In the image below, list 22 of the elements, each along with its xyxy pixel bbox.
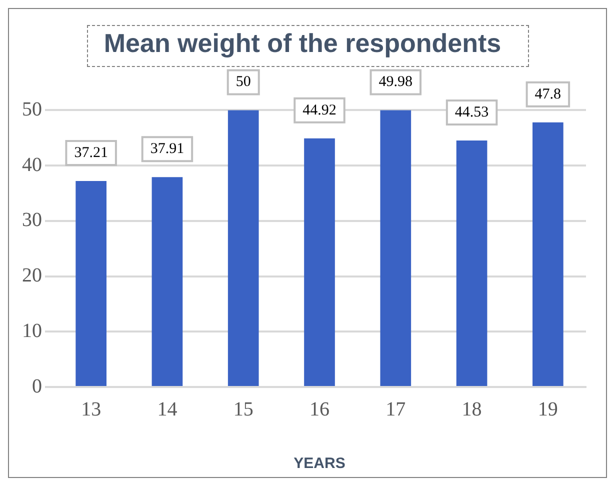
data-label: 47.8 — [534, 86, 562, 102]
y-tick-label: 40 — [22, 154, 42, 176]
x-axis-title: YEARS — [294, 455, 346, 472]
data-label: 44.92 — [302, 102, 336, 118]
y-tick-label: 50 — [22, 98, 42, 120]
chart-title: Mean weight of the respondents — [104, 28, 502, 58]
data-label: 37.21 — [74, 144, 108, 161]
y-tick-label: 10 — [22, 320, 42, 342]
data-label: 49.98 — [378, 74, 413, 90]
y-tick-label: 20 — [22, 264, 42, 287]
y-tick-label: 0 — [32, 375, 42, 398]
x-tick-label: 19 — [538, 398, 558, 420]
data-label: 44.53 — [454, 104, 489, 120]
data-label: 50 — [236, 74, 251, 90]
x-tick-label: 15 — [233, 398, 254, 420]
y-tick-label: 30 — [22, 209, 42, 232]
data-label: 37.91 — [150, 141, 184, 158]
x-tick-label: 17 — [386, 398, 406, 420]
x-tick-label: 16 — [310, 398, 330, 420]
x-tick-label: 14 — [157, 398, 178, 420]
x-tick-label: 18 — [462, 398, 482, 420]
x-tick-label: 13 — [81, 398, 102, 420]
